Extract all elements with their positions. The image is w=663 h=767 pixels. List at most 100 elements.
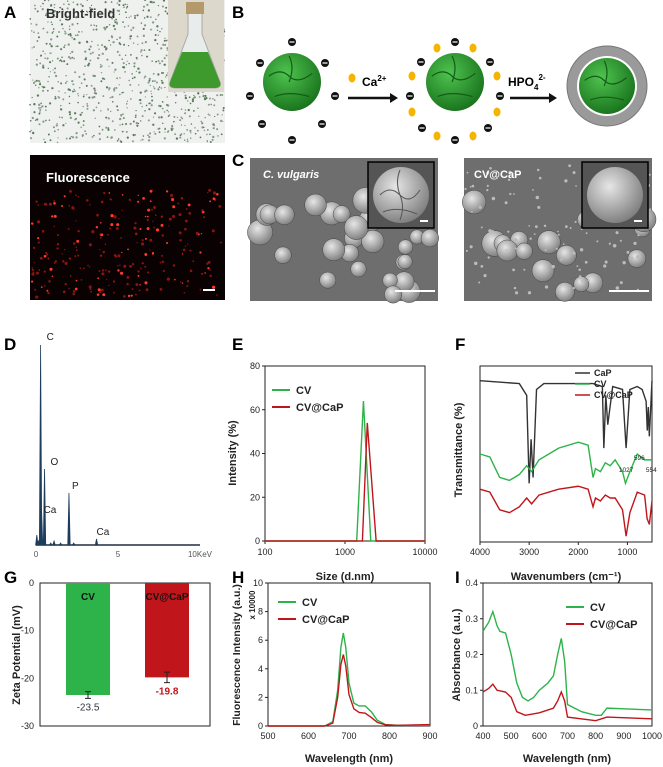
- cap-debris: [551, 264, 555, 269]
- cap-debris: [471, 184, 475, 188]
- negative-charge-icon: [258, 120, 266, 128]
- sem-cell: [361, 229, 385, 253]
- fluorescent-cell: [149, 189, 153, 193]
- cell-dot: [101, 128, 104, 131]
- cell-dot: [110, 110, 112, 113]
- sem-cvcap: [462, 158, 657, 302]
- fluorescent-cell: [107, 270, 111, 273]
- cell-dot: [42, 66, 45, 69]
- fluorescent-cell: [184, 245, 187, 247]
- cell-dot: [37, 32, 40, 34]
- cell-dot: [42, 27, 45, 30]
- fluorescent-cell: [142, 197, 145, 200]
- y-tick-label: 4: [258, 664, 263, 674]
- fluorescent-cell: [108, 192, 111, 194]
- cell-dot: [150, 93, 153, 95]
- negative-charge-icon: [288, 136, 296, 144]
- cell-dot: [150, 28, 153, 31]
- cell-dot: [125, 130, 128, 133]
- cell-dot: [179, 136, 182, 139]
- cell-dot: [47, 0, 50, 2]
- cell-dot: [75, 16, 78, 19]
- cell-wall-plates: [268, 55, 313, 98]
- fluorescent-cell: [39, 256, 43, 260]
- fluorescent-cell: [60, 205, 63, 207]
- cell-dot: [154, 132, 157, 135]
- cell-dot: [35, 23, 38, 26]
- cell-dot: [149, 0, 152, 4]
- cell-dot: [188, 96, 191, 99]
- cell-dot: [204, 94, 207, 97]
- fluorescent-cell: [90, 290, 93, 293]
- cap-debris: [469, 186, 472, 188]
- cell-dot: [52, 30, 55, 33]
- fluorescent-cell: [149, 249, 151, 251]
- cell-dot: [47, 15, 50, 18]
- cell-dot: [38, 112, 41, 115]
- cell-dot: [173, 115, 176, 118]
- cell-dot: [108, 87, 111, 90]
- x-tick-label: 700: [341, 731, 356, 741]
- fluorescent-cell: [195, 231, 199, 235]
- cell-dot: [56, 57, 59, 60]
- fluorescent-cell: [201, 272, 204, 275]
- fluorescent-cell: [82, 267, 85, 270]
- cap-debris: [615, 231, 619, 235]
- cell-dot: [29, 119, 32, 122]
- brightfield-cells: [29, 0, 226, 144]
- cell-dot: [157, 5, 160, 7]
- cell-dot: [122, 62, 125, 65]
- fluorescent-cell: [36, 220, 41, 224]
- sem-cv: [247, 158, 439, 304]
- cap-debris: [464, 187, 467, 191]
- fluorescent-cell: [76, 239, 80, 243]
- cap-debris: [504, 201, 508, 205]
- x-tick-label: 100: [257, 547, 272, 557]
- negative-charge-icon: [451, 38, 459, 46]
- cell-dot: [90, 4, 93, 7]
- cell-dot: [121, 58, 123, 60]
- cap-debris: [535, 195, 540, 200]
- cell-dot: [44, 105, 47, 108]
- cell-dot: [66, 0, 69, 2]
- cell-dot: [101, 77, 105, 80]
- brightfield-label: Bright-field: [46, 6, 115, 21]
- cell-dot: [189, 102, 192, 105]
- fluorescent-cell: [153, 226, 155, 229]
- cell-dot: [47, 80, 49, 83]
- cell-dot: [128, 16, 130, 19]
- bar-CV@CaP: [145, 583, 189, 678]
- cell-dot: [147, 139, 151, 142]
- panel-letter-h: H: [232, 568, 244, 587]
- cap-debris: [529, 237, 532, 240]
- cell-dot: [88, 6, 92, 9]
- cell-dot: [46, 89, 49, 92]
- cell-dot: [84, 50, 87, 53]
- cell-dot: [118, 84, 120, 86]
- cell-dot: [67, 33, 70, 36]
- fluorescent-cell: [166, 277, 170, 281]
- cap-debris: [544, 269, 548, 272]
- fluorescent-cell: [181, 253, 184, 255]
- fluorescent-cell: [117, 264, 119, 267]
- cell-dot: [86, 107, 89, 110]
- fluorescent-cell: [120, 236, 123, 239]
- fluorescent-cell: [183, 292, 186, 294]
- cell-dot: [179, 119, 182, 122]
- sem-cell: [537, 230, 561, 254]
- fluorescent-cell: [108, 284, 110, 287]
- cell-dot: [130, 53, 132, 56]
- legend-label: CV@CaP: [302, 614, 349, 626]
- cell-dot: [86, 103, 89, 105]
- cell-dot: [33, 46, 36, 48]
- fluorescent-cell: [189, 269, 193, 273]
- cell-dot: [219, 94, 222, 96]
- cell-dot: [39, 111, 41, 113]
- fluorescent-cell: [47, 257, 50, 260]
- cell-dot: [80, 3, 82, 6]
- cell-body: [263, 53, 321, 111]
- fluorescent-cell: [204, 272, 206, 274]
- cell-dot: [122, 117, 125, 120]
- cell-dot: [76, 34, 79, 37]
